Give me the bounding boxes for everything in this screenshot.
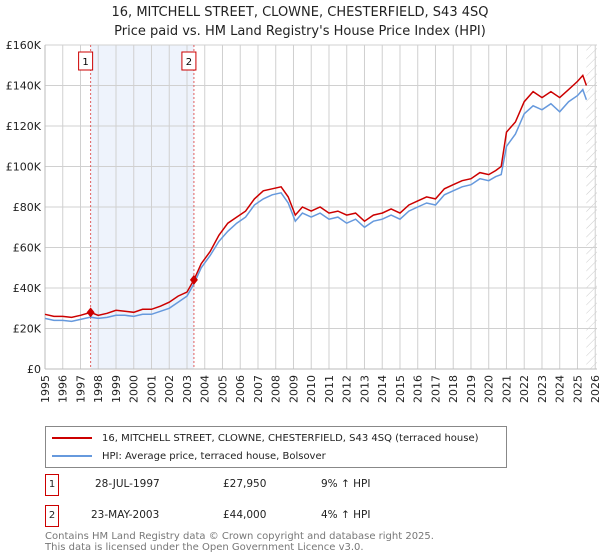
x-tick-label: 2025 (571, 375, 584, 403)
price-paid-line (44, 73, 588, 319)
x-tick-label: 2018 (447, 375, 460, 403)
plot-area: 1995 1996 1997 1998 1999 2000 2001 2002 2003 2004… (6, 39, 600, 403)
sale-hpi-change: 4% ↑ HPI (321, 509, 371, 521)
x-tick-label: 2016 (412, 375, 425, 403)
x-tick-label: 2026 (589, 375, 600, 403)
legend-item-property: 16, MITCHELL STREET, CLOWNE, CHESTERFIEL… (52, 430, 479, 446)
sale-date: 28-JUL-1997 (95, 478, 160, 490)
sale-date: 23-MAY-2003 (91, 509, 160, 521)
x-tick-label: 2023 (536, 375, 549, 403)
sale-price: £27,950 (223, 478, 267, 490)
chart-title: 16, MITCHELL STREET, CLOWNE, CHESTERFIEL… (111, 5, 489, 20)
legend-item-hpi: HPI: Average price, terraced house, Bols… (52, 448, 326, 464)
chart-subtitle: Price paid vs. HM Land Registry's House … (114, 24, 486, 39)
sale-hpi-change: 9% ↑ HPI (321, 478, 371, 490)
x-tick-label: 2007 (252, 375, 265, 403)
x-tick-label: 1998 (92, 375, 105, 403)
footer-copyright: Contains HM Land Registry data © Crown c… (45, 531, 434, 542)
legend: 16, MITCHELL STREET, CLOWNE, CHESTERFIEL… (45, 426, 507, 468)
sale-marker-badge: 2 (45, 505, 59, 527)
y-tick-label: £0 (27, 363, 41, 376)
x-tick-label: 2020 (483, 375, 496, 403)
sale-point (86, 307, 95, 318)
x-tick-label: 2012 (341, 375, 354, 403)
y-tick-label: £80K (13, 201, 42, 214)
sale-price: £44,000 (223, 509, 267, 521)
x-tick-label: 2024 (554, 375, 567, 403)
x-tick-label: 2002 (163, 375, 176, 403)
y-tick-label: £100K (6, 161, 42, 174)
x-tick-label: 2011 (323, 375, 336, 403)
footer: Contains HM Land Registry data © Crown c… (45, 531, 434, 553)
hpi-line (44, 88, 588, 323)
legend-label: HPI: Average price, terraced house, Bols… (102, 450, 326, 462)
y-tick-label: £120K (6, 120, 42, 133)
x-tick-label: 2009 (287, 375, 300, 403)
x-tick-label: 2013 (358, 375, 371, 403)
x-tick-label: 2006 (234, 375, 247, 403)
x-tick-label: 2005 (216, 375, 229, 403)
x-tick-label: 2022 (518, 375, 531, 403)
x-tick-label: 2019 (465, 375, 478, 403)
x-tick-label: 2004 (199, 375, 212, 403)
footer-licence: This data is licensed under the Open Gov… (45, 542, 364, 553)
y-tick-label: £60K (13, 242, 42, 255)
legend-label: 16, MITCHELL STREET, CLOWNE, CHESTERFIEL… (102, 432, 479, 444)
x-tick-label: 1999 (110, 375, 123, 403)
sale-marker-box (78, 51, 94, 71)
x-tick-label: 2003 (181, 375, 194, 403)
sale-marker-label: 2 (186, 57, 192, 68)
sale-marker-badge: 1 (45, 474, 59, 496)
x-tick-label: 2008 (270, 375, 283, 403)
x-tick-label: 2014 (376, 375, 389, 403)
y-tick-label: £160K (6, 39, 42, 52)
sale-row: 2 23-MAY-2003 £44,000 4% ↑ HPI (45, 505, 565, 527)
y-tick-label: £20K (13, 323, 42, 336)
sale-marker-box (181, 51, 197, 71)
x-tick-label: 2015 (394, 375, 407, 403)
legend-swatch (52, 437, 92, 439)
x-tick-label: 1997 (74, 375, 87, 403)
y-tick-label: £140K (6, 80, 42, 93)
x-tick-label: 2021 (500, 375, 513, 403)
x-tick-label: 2000 (128, 375, 141, 403)
x-tick-label: 1995 (39, 375, 52, 403)
x-tick-label: 2010 (305, 375, 318, 403)
sale-point (189, 274, 198, 285)
sale-row: 1 28-JUL-1997 £27,950 9% ↑ HPI (45, 474, 565, 496)
x-tick-label: 1996 (57, 375, 70, 403)
legend-swatch (52, 455, 92, 457)
x-tick-label: 2001 (145, 375, 158, 403)
x-tick-label: 2017 (429, 375, 442, 403)
y-tick-label: £40K (13, 282, 42, 295)
sale-marker-label: 1 (82, 57, 88, 68)
